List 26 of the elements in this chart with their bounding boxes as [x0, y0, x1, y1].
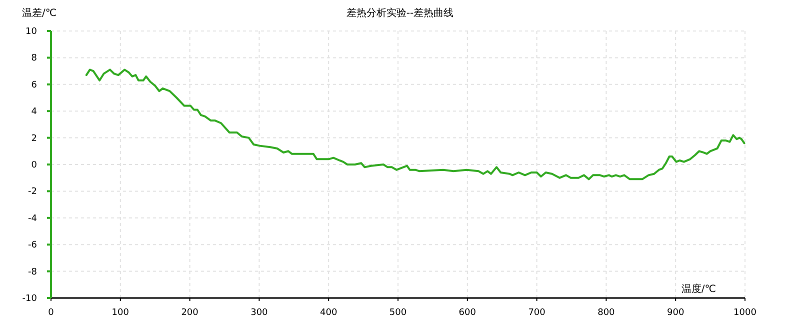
- y-tick-label: -4: [28, 214, 38, 224]
- y-tick-label: -8: [28, 267, 38, 278]
- y-tick-label: -6: [28, 240, 38, 251]
- y-tick-label: 6: [31, 80, 38, 90]
- x-tick-label: 400: [320, 308, 338, 318]
- x-axis-title: 温度/℃: [681, 283, 716, 295]
- y-tick-label: 0: [31, 160, 38, 170]
- y-tick-label: 8: [31, 54, 38, 64]
- x-tick-label: 300: [250, 308, 268, 318]
- x-tick-label: 700: [528, 308, 546, 318]
- line-series: [85, 68, 746, 180]
- x-tick-label: 1000: [734, 308, 757, 318]
- chart-title: 差热分析实验--差热曲线: [346, 7, 454, 19]
- y-tick-label: 4: [31, 107, 38, 118]
- y-tick-label: -10: [22, 294, 38, 304]
- x-tick-label: 600: [458, 308, 476, 318]
- x-tick-label: 900: [667, 308, 684, 318]
- x-tick-label: 200: [181, 308, 199, 318]
- y-tick-label: 10: [26, 27, 38, 37]
- y-tick-label: -2: [28, 187, 37, 198]
- y-tick-label: 2: [31, 134, 37, 144]
- x-tick-label: 800: [598, 308, 616, 318]
- x-tick-label: 500: [389, 308, 407, 318]
- x-tick-label: 100: [112, 308, 130, 318]
- x-tick-label: 0: [48, 308, 54, 318]
- y-axis-title: 温差/℃: [22, 7, 57, 19]
